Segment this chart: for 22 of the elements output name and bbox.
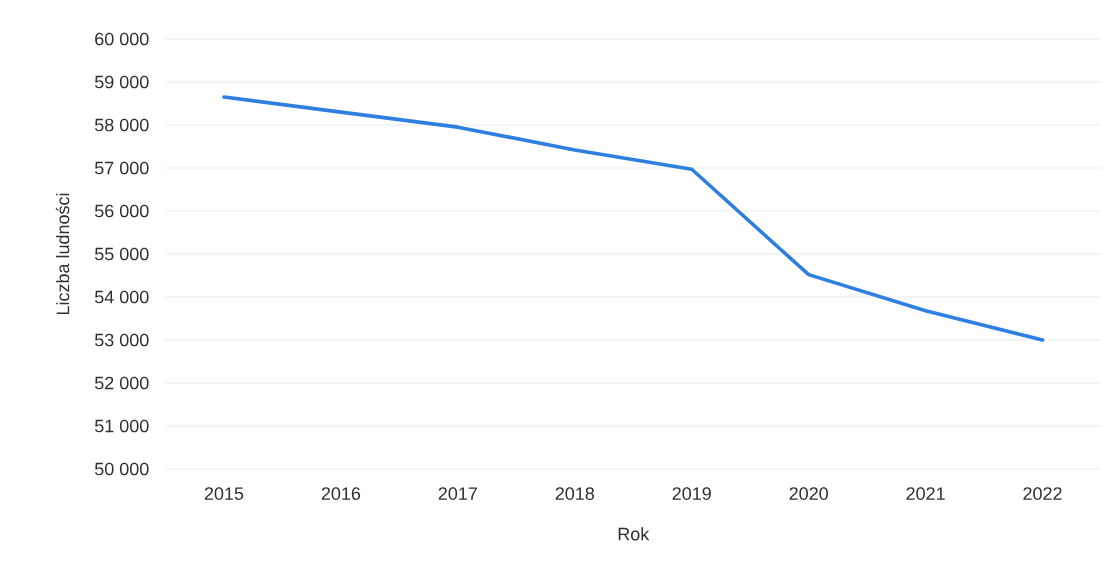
x-tick-label: 2021 bbox=[906, 487, 945, 500]
y-tick-label: 54 000 bbox=[94, 290, 149, 304]
x-tick-label: 2019 bbox=[672, 487, 711, 500]
y-axis-title: Liczba ludności bbox=[55, 193, 70, 315]
y-tick-label: 53 000 bbox=[94, 333, 149, 347]
x-tick-label: 2022 bbox=[1023, 487, 1062, 500]
y-tick-label: 59 000 bbox=[94, 75, 149, 89]
x-tick-label: 2018 bbox=[555, 487, 595, 500]
y-tick-label: 51 000 bbox=[94, 419, 149, 433]
x-tick-label: 2017 bbox=[438, 487, 477, 500]
x-axis-title: Rok bbox=[618, 527, 650, 541]
y-tick-label: 55 000 bbox=[94, 247, 149, 261]
x-tick-label: 2020 bbox=[789, 487, 828, 500]
line-series bbox=[222, 95, 1045, 342]
y-tick-label: 50 000 bbox=[94, 462, 149, 476]
y-tick-label: 57 000 bbox=[94, 161, 149, 175]
x-tick-label: 2015 bbox=[204, 487, 244, 500]
y-tick-label: 56 000 bbox=[94, 204, 149, 218]
x-tick-label: 2016 bbox=[321, 487, 361, 500]
y-tick-label: 52 000 bbox=[94, 376, 149, 390]
y-tick-label: 60 000 bbox=[95, 32, 149, 46]
y-tick-label: 58 000 bbox=[94, 118, 149, 132]
